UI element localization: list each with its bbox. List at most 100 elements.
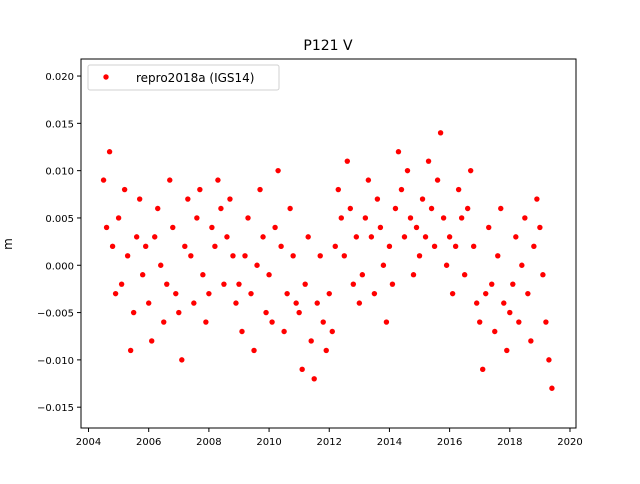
data-point — [549, 385, 555, 391]
data-point — [317, 253, 323, 259]
data-point — [170, 224, 176, 231]
data-point — [392, 205, 399, 212]
data-point — [389, 281, 396, 287]
x-tick-label: 2006 — [136, 437, 161, 448]
data-point — [380, 262, 387, 268]
data-point — [179, 357, 185, 363]
data-point — [516, 319, 522, 325]
data-point — [239, 328, 245, 335]
data-point — [386, 243, 393, 250]
data-point — [130, 309, 137, 316]
data-point — [248, 290, 254, 297]
data-point — [124, 253, 131, 259]
data-point — [296, 309, 302, 316]
data-point — [109, 243, 116, 250]
data-point — [419, 196, 426, 202]
data-point — [260, 234, 266, 240]
data-point — [374, 196, 381, 202]
data-point — [341, 253, 347, 259]
data-point — [449, 290, 456, 297]
data-point — [182, 243, 188, 250]
data-point — [146, 300, 152, 306]
data-point — [464, 205, 471, 212]
data-point — [263, 309, 269, 316]
data-point — [308, 338, 314, 344]
data-point — [203, 319, 209, 325]
data-point — [106, 149, 113, 155]
data-point — [254, 262, 260, 268]
data-point — [338, 215, 344, 221]
data-point — [513, 234, 519, 240]
data-point — [230, 253, 236, 259]
data-point — [540, 272, 546, 278]
data-point — [368, 234, 375, 240]
data-point — [299, 366, 305, 373]
data-point — [251, 347, 257, 354]
data-point — [504, 347, 510, 354]
y-tick-label: 0.020 — [45, 72, 74, 83]
data-point — [152, 234, 158, 240]
x-tick-label: 2016 — [437, 437, 462, 448]
data-point — [314, 300, 320, 306]
data-point — [359, 272, 366, 278]
data-point — [329, 328, 335, 335]
data-point — [287, 205, 293, 212]
data-point — [278, 243, 284, 250]
y-tick-label: −0.010 — [37, 356, 74, 367]
data-point — [477, 319, 483, 325]
x-tick-label: 2008 — [196, 437, 221, 448]
data-point — [142, 243, 149, 250]
data-point — [365, 177, 372, 183]
data-point — [218, 205, 224, 212]
data-point — [236, 281, 242, 287]
data-point — [293, 300, 299, 306]
data-point — [103, 224, 110, 231]
y-tick-label: −0.015 — [37, 403, 74, 414]
data-point — [209, 224, 215, 231]
data-point — [498, 205, 504, 212]
data-point — [197, 186, 203, 193]
data-point — [347, 205, 354, 212]
data-point — [353, 234, 360, 240]
data-point — [284, 290, 290, 297]
data-point — [266, 272, 272, 278]
chart-title: P121 V — [303, 38, 353, 54]
data-point — [158, 262, 164, 268]
data-point — [320, 319, 326, 325]
data-point — [167, 177, 173, 183]
data-point — [377, 224, 384, 231]
data-point — [344, 158, 351, 164]
data-point — [413, 224, 420, 231]
data-point — [200, 272, 206, 278]
data-point — [395, 149, 402, 155]
data-point — [461, 272, 468, 278]
data-point — [425, 158, 432, 164]
data-point — [486, 224, 492, 231]
data-point — [546, 357, 552, 363]
legend-marker — [103, 74, 109, 80]
data-point — [242, 253, 248, 259]
data-point — [470, 243, 477, 250]
data-point — [452, 243, 459, 250]
data-point — [155, 205, 161, 212]
data-point — [410, 272, 417, 278]
data-point — [115, 215, 122, 221]
y-tick-label: 0.005 — [45, 214, 74, 225]
data-point — [245, 215, 251, 221]
data-point — [362, 215, 369, 221]
data-point — [528, 338, 534, 344]
data-point — [118, 281, 125, 287]
data-point — [431, 243, 438, 250]
data-point — [473, 300, 480, 306]
data-point — [112, 290, 119, 297]
data-point — [136, 196, 143, 202]
data-point — [224, 234, 230, 240]
data-point — [173, 290, 179, 297]
data-point — [522, 215, 528, 221]
data-point — [525, 290, 531, 297]
x-tick-label: 2020 — [557, 437, 582, 448]
data-point — [161, 319, 167, 325]
data-point — [191, 300, 197, 306]
data-point — [149, 338, 155, 344]
